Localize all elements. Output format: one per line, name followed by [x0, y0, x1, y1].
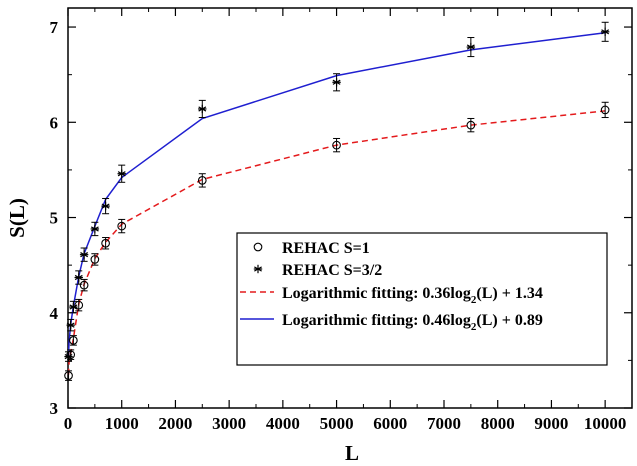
legend-item: Logarithmic fitting: 0.46log2(L) + 0.89	[240, 312, 543, 333]
circle-marker	[101, 238, 110, 248]
data-point	[197, 173, 207, 188]
data-point	[101, 237, 110, 250]
asterisk-marker	[253, 264, 263, 274]
plot-frame	[67, 7, 633, 409]
legend-label-subscript: 2	[471, 294, 477, 306]
x-axis-title: L	[345, 441, 359, 465]
data-point	[66, 318, 75, 332]
data-point	[101, 197, 110, 215]
data-point	[69, 300, 78, 314]
circle-marker	[64, 371, 73, 380]
data-point	[90, 221, 100, 237]
x-tick-label: 3000	[212, 414, 246, 433]
data-point	[117, 218, 127, 234]
legend-label: Logarithmic fitting: 0.46log2(L) + 0.89	[282, 312, 543, 333]
legend-label-main: Logarithmic fitting: 0.36log	[282, 285, 471, 302]
asterisk-marker	[466, 42, 476, 52]
y-tick-label: 6	[50, 113, 59, 132]
y-axis-title: S(L)	[5, 198, 29, 238]
legend-item: Logarithmic fitting: 0.36log2(L) + 1.34	[240, 285, 543, 306]
legend-box	[236, 232, 608, 366]
asterisk-marker	[90, 224, 100, 234]
y-tick-label: 7	[50, 18, 59, 37]
data-point	[74, 298, 84, 312]
data-point	[64, 351, 73, 362]
data-point	[79, 278, 89, 292]
legend-label-tail: (L) + 1.34	[476, 285, 542, 302]
data-point	[198, 99, 207, 119]
asterisk-marker	[69, 302, 78, 312]
legend-item: REHAC S=1	[253, 240, 370, 257]
asterisk-marker	[74, 273, 83, 282]
circle-marker	[79, 280, 89, 290]
data-point	[466, 37, 476, 58]
x-tick-label: 7000	[427, 414, 461, 433]
legend-label: REHAC S=3/2	[282, 262, 382, 279]
data-point	[64, 370, 73, 381]
asterisk-marker	[79, 250, 89, 259]
x-tick-label: 6000	[373, 414, 407, 433]
x-tick-label: 5000	[320, 414, 354, 433]
x-tick-label: 4000	[266, 414, 300, 433]
x-tick-label: 1000	[105, 414, 139, 433]
x-tick-label: 10000	[584, 414, 627, 433]
y-tick-label: 4	[50, 304, 59, 323]
legend-label-main: Logarithmic fitting: 0.46log	[282, 312, 471, 329]
asterisk-marker	[332, 78, 341, 87]
data-point	[466, 117, 476, 133]
asterisk-marker	[198, 104, 207, 114]
circle-marker	[69, 336, 78, 345]
x-tick-label: 8000	[481, 414, 515, 433]
data-point	[74, 270, 83, 285]
circle-marker	[466, 120, 476, 130]
legend-item: REHAC S=3/2	[253, 262, 382, 279]
data-point	[69, 335, 78, 346]
data-point	[600, 101, 610, 119]
legend-label: Logarithmic fitting: 0.36log2(L) + 1.34	[282, 285, 543, 306]
y-tick-label: 5	[50, 209, 59, 228]
circle-marker	[197, 176, 207, 185]
asterisk-marker	[101, 201, 110, 211]
x-tick-label: 9000	[534, 414, 568, 433]
x-tick-label: 0	[64, 414, 73, 433]
legend-label: REHAC S=1	[282, 240, 370, 257]
circle-marker	[74, 300, 84, 310]
circle-marker	[332, 140, 341, 150]
asterisk-marker	[66, 320, 75, 330]
data-point	[90, 253, 100, 266]
x-tick-label: 2000	[158, 414, 192, 433]
data-point	[117, 164, 126, 183]
y-tick-label: 3	[50, 399, 59, 418]
data-point	[600, 21, 610, 42]
data-point	[79, 247, 89, 262]
legend-label-subscript: 2	[471, 321, 477, 333]
asterisk-marker	[64, 352, 73, 361]
circle-marker	[90, 255, 100, 264]
asterisk-marker	[600, 27, 610, 37]
data-point	[332, 73, 341, 92]
plot-area: 0 1000 2000 3000 4000 5000 6000 7000 8000 9000 100…	[50, 7, 633, 433]
data-point	[332, 137, 341, 153]
circle-marker	[253, 242, 263, 252]
legend: REHAC S=1 REHAC S=3/2 Logarithmic fitting:…	[236, 232, 608, 366]
asterisk-marker	[117, 169, 126, 178]
circle-marker	[117, 221, 127, 231]
legend-label-tail: (L) + 0.89	[476, 312, 542, 329]
circle-marker	[600, 105, 610, 115]
